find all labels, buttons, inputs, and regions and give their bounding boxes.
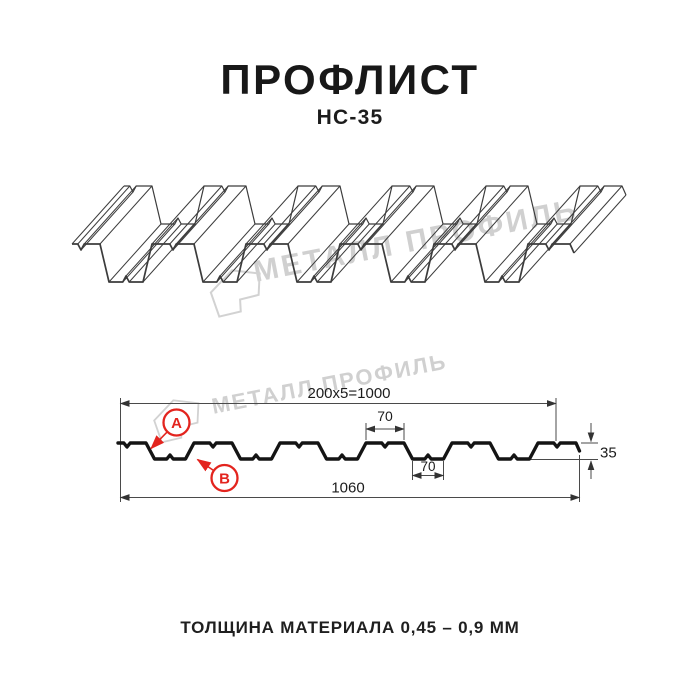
sheet-3d-sketch	[71, 185, 627, 283]
marker-a-circle	[162, 408, 191, 437]
cross-section-profile	[116, 441, 582, 461]
thickness-caption: ТОЛЩИНА МАТЕРИАЛА 0,45 – 0,9 ММ	[180, 618, 520, 637]
side-markers: A B	[150, 408, 239, 493]
dim-bottom-flange-label: 70	[420, 459, 435, 474]
dim-top-flange-label: 70	[377, 408, 393, 424]
dim-height-label: 35	[600, 445, 617, 462]
marker-b-circle	[210, 463, 239, 493]
page-title: ПРОФЛИСТ	[220, 56, 480, 103]
dim-working-width-label: 200x5=1000	[308, 385, 391, 402]
dimension-lines	[119, 398, 598, 502]
marker-a-label: A	[171, 415, 182, 432]
marker-b-label: B	[219, 471, 230, 488]
metall-profil-logo-icon	[209, 269, 261, 318]
dim-overall-width-label: 1060	[331, 480, 364, 497]
profile-name: НС-35	[316, 106, 384, 129]
